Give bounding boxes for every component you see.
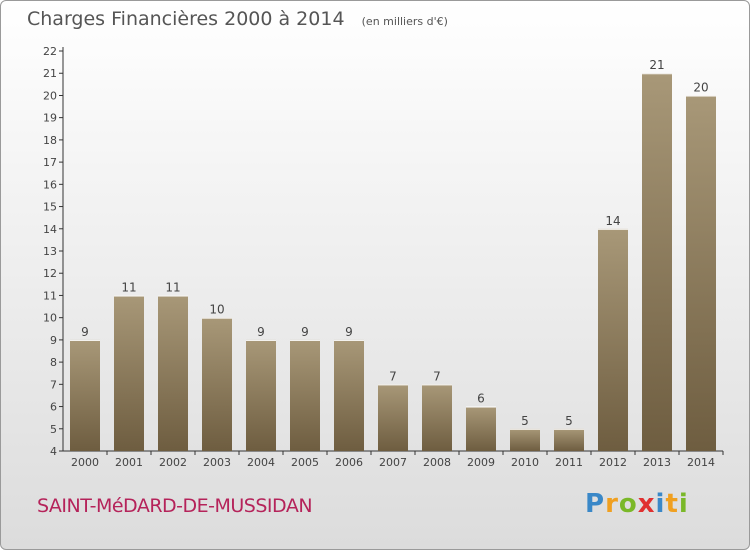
logo-letter: i [678, 489, 689, 519]
y-tick-label: 20 [43, 89, 57, 102]
bar [686, 95, 716, 451]
data-label: 9 [345, 325, 353, 339]
data-label: 9 [81, 325, 89, 339]
bar [378, 384, 408, 451]
bar [422, 384, 452, 451]
data-label: 6 [477, 392, 485, 406]
y-tick-label: 9 [50, 334, 57, 347]
x-tick-label: 2014 [687, 456, 715, 469]
logo-letter: r [605, 489, 619, 519]
y-tick-label: 4 [50, 445, 57, 458]
y-tick-label: 10 [43, 312, 57, 325]
data-label: 7 [433, 369, 441, 383]
data-label: 20 [693, 80, 708, 94]
x-tick-label: 2008 [423, 456, 451, 469]
bar [510, 428, 540, 451]
x-tick-label: 2004 [247, 456, 275, 469]
y-tick-label: 6 [50, 401, 57, 414]
bar [466, 406, 496, 451]
bar [70, 339, 100, 451]
y-tick-label: 13 [43, 245, 57, 258]
x-tick-label: 2009 [467, 456, 495, 469]
x-tick-label: 2013 [643, 456, 671, 469]
data-label: 11 [121, 280, 136, 294]
y-tick-label: 15 [43, 201, 57, 214]
logo-letter: x [637, 489, 656, 519]
y-tick-label: 16 [43, 178, 57, 191]
logo-letter: P [585, 489, 606, 519]
y-tick-label: 14 [43, 223, 57, 236]
data-label: 5 [521, 414, 529, 428]
data-label: 21 [649, 58, 664, 72]
logo-letter: o [618, 489, 638, 519]
x-tick-label: 2000 [71, 456, 99, 469]
y-tick-label: 22 [43, 45, 57, 58]
bar [598, 228, 628, 451]
data-label: 7 [389, 369, 397, 383]
y-tick-label: 5 [50, 423, 57, 436]
commune-name: SAINT-MéDARD-DE-MUSSIDAN [37, 495, 313, 517]
data-label: 14 [605, 214, 620, 228]
x-tick-label: 2012 [599, 456, 627, 469]
data-label: 9 [301, 325, 309, 339]
title-row: Charges Financières 2000 à 2014 (en mill… [27, 8, 448, 30]
bar [642, 73, 672, 451]
proxiti-logo[interactable]: Proxiti [585, 489, 689, 519]
y-tick-label: 18 [43, 134, 57, 147]
data-label: 10 [209, 303, 224, 317]
x-tick-label: 2006 [335, 456, 363, 469]
bar [290, 339, 320, 451]
logo-letter: i [655, 489, 666, 519]
x-tick-label: 2001 [115, 456, 143, 469]
y-tick-label: 8 [50, 356, 57, 369]
y-tick-label: 21 [43, 67, 57, 80]
bar [158, 295, 188, 451]
x-tick-label: 2003 [203, 456, 231, 469]
data-label: 5 [565, 414, 573, 428]
x-tick-label: 2005 [291, 456, 319, 469]
y-tick-label: 19 [43, 112, 57, 125]
bar [334, 339, 364, 451]
bar [114, 295, 144, 451]
y-tick-label: 11 [43, 289, 57, 302]
chart-title: Charges Financières 2000 à 2014 [27, 8, 345, 30]
chart-subtitle: (en milliers d'€) [361, 15, 448, 28]
data-label: 9 [257, 325, 265, 339]
logo-letter: t [665, 489, 679, 519]
bar [246, 339, 276, 451]
y-tick-label: 17 [43, 156, 57, 169]
x-tick-label: 2002 [159, 456, 187, 469]
data-label: 11 [165, 280, 180, 294]
x-tick-label: 2007 [379, 456, 407, 469]
y-tick-label: 7 [50, 378, 57, 391]
bar [554, 428, 584, 451]
bar [202, 317, 232, 451]
x-tick-label: 2010 [511, 456, 539, 469]
x-tick-label: 2011 [555, 456, 583, 469]
y-tick-label: 12 [43, 267, 57, 280]
